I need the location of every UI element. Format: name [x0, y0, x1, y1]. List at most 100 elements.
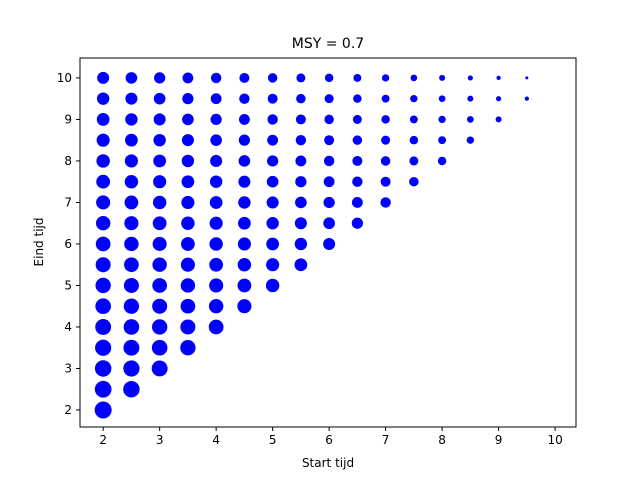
point	[123, 319, 140, 335]
point	[467, 95, 474, 102]
point	[296, 73, 306, 83]
point	[466, 136, 475, 144]
point	[410, 94, 418, 103]
point	[96, 92, 110, 105]
point	[182, 72, 194, 84]
point	[239, 72, 250, 83]
point	[96, 133, 110, 147]
point	[151, 339, 168, 356]
point	[351, 217, 363, 229]
point	[409, 176, 419, 187]
point	[381, 115, 390, 124]
point	[153, 113, 166, 126]
point	[96, 113, 110, 126]
point	[125, 113, 138, 126]
point	[181, 195, 195, 209]
point	[152, 236, 167, 252]
point	[380, 197, 391, 208]
x-tick-label: 6	[325, 433, 333, 447]
point	[238, 155, 251, 167]
point	[125, 72, 138, 84]
point	[237, 237, 251, 251]
point	[381, 94, 390, 103]
point	[324, 94, 334, 104]
point	[352, 176, 363, 187]
point	[210, 113, 222, 126]
point	[265, 278, 280, 293]
point	[238, 216, 251, 230]
point	[95, 319, 112, 335]
point	[181, 237, 195, 251]
point	[380, 176, 391, 187]
point	[180, 319, 196, 335]
point	[352, 114, 362, 124]
point	[152, 195, 167, 210]
y-tick-label: 3	[64, 361, 72, 375]
point	[238, 196, 251, 209]
point	[95, 298, 111, 315]
x-axis-label: Start tijd	[302, 456, 354, 470]
point	[266, 237, 280, 251]
point	[237, 278, 252, 293]
point	[294, 217, 307, 230]
point	[151, 319, 168, 335]
y-tick-label: 10	[57, 71, 72, 85]
point	[323, 176, 335, 188]
point	[124, 174, 139, 189]
point	[439, 74, 446, 81]
point	[209, 216, 223, 230]
point	[95, 236, 111, 252]
point	[151, 360, 168, 377]
point	[266, 175, 279, 188]
plot-frame	[79, 57, 577, 428]
point	[409, 135, 419, 145]
point	[352, 135, 363, 145]
point	[124, 195, 139, 210]
point	[180, 340, 196, 356]
point	[182, 113, 194, 126]
point	[152, 298, 168, 314]
point	[323, 237, 336, 250]
point	[125, 133, 138, 147]
point	[124, 257, 139, 273]
point	[266, 196, 279, 209]
point	[496, 75, 501, 81]
point	[294, 258, 308, 272]
point	[438, 115, 446, 124]
point	[125, 92, 138, 105]
point	[238, 114, 250, 125]
point	[123, 339, 140, 356]
point	[154, 72, 166, 84]
point	[237, 299, 252, 314]
point	[94, 360, 112, 377]
y-tick-label: 6	[64, 237, 72, 251]
point	[209, 175, 223, 188]
point	[180, 257, 195, 272]
point	[152, 257, 167, 272]
point	[152, 278, 168, 293]
point	[153, 92, 166, 105]
point	[95, 339, 112, 356]
point	[95, 215, 111, 231]
point	[123, 380, 140, 398]
point	[295, 155, 307, 167]
point	[296, 93, 306, 104]
point	[96, 195, 111, 210]
x-tick-label: 5	[269, 433, 277, 447]
x-tick-label: 10	[547, 433, 562, 447]
point	[410, 74, 418, 82]
point	[323, 196, 335, 209]
point	[180, 298, 196, 314]
point	[153, 154, 167, 168]
point	[124, 236, 139, 252]
point	[409, 115, 418, 124]
point	[181, 154, 195, 168]
point	[95, 257, 111, 273]
point	[209, 196, 223, 209]
point	[267, 73, 278, 83]
point	[210, 154, 223, 167]
x-tick-label: 4	[212, 433, 220, 447]
point	[295, 114, 306, 125]
point	[438, 136, 447, 145]
